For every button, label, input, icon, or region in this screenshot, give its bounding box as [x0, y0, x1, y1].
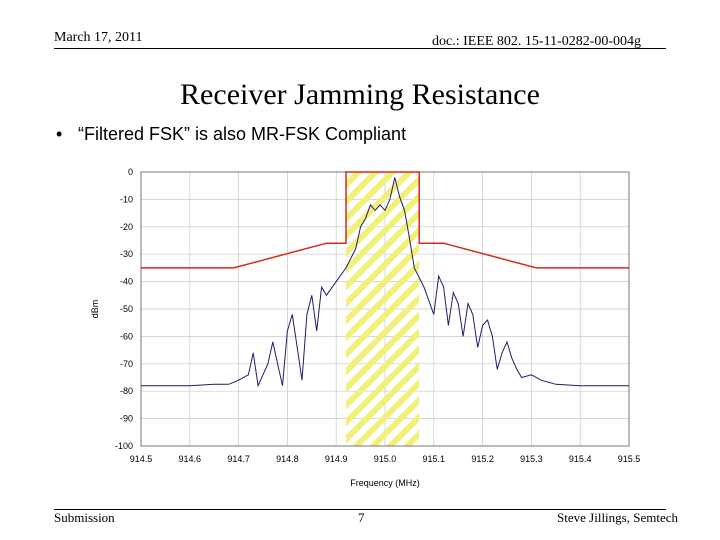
x-tick-label: 915.2 — [471, 454, 494, 464]
bullet-text: “Filtered FSK” is also MR-FSK Compliant — [78, 124, 407, 144]
x-tick-label: 914.9 — [325, 454, 348, 464]
x-tick-label: 914.5 — [130, 454, 153, 464]
x-tick-label: 915.3 — [520, 454, 543, 464]
slide-title: Receiver Jamming Resistance — [180, 78, 540, 111]
channel-highlight-band — [345, 172, 420, 446]
x-tick-label: 914.6 — [179, 454, 202, 464]
mask-line — [141, 171, 629, 269]
y-tick-label: -80 — [120, 386, 133, 396]
y-tick-label: -90 — [120, 414, 133, 424]
y-tick-label: -30 — [120, 249, 133, 259]
header-date: March 17, 2011 — [54, 30, 143, 45]
x-tick-label: 915.1 — [423, 454, 446, 464]
x-tick-label: 914.8 — [276, 454, 299, 464]
y-axis-label: dBm — [90, 300, 100, 319]
y-tick-label: -20 — [120, 222, 133, 232]
x-tick-label: 915.5 — [618, 454, 641, 464]
bullet-item: • “Filtered FSK” is also MR-FSK Compliant — [56, 124, 406, 145]
x-tick-label: 914.7 — [227, 454, 250, 464]
y-tick-label: -10 — [120, 194, 133, 204]
x-tick-label: 915.0 — [374, 454, 397, 464]
y-tick-label: -50 — [120, 304, 133, 314]
y-tick-label: -70 — [120, 359, 133, 369]
footer-submission: Submission — [54, 510, 115, 525]
y-tick-label: 0 — [128, 167, 133, 177]
footer-rule — [54, 509, 666, 510]
y-tick-label: -40 — [120, 277, 133, 287]
y-tick-label: -60 — [120, 331, 133, 341]
spectrum-line — [141, 177, 629, 388]
y-tick-label: -100 — [115, 441, 133, 451]
footer-author: Steve Jillings, Semtech — [557, 510, 678, 525]
x-tick-label: 915.4 — [569, 454, 592, 464]
footer-page-number: 7 — [358, 510, 365, 525]
header-doc-id: doc.: IEEE 802. 15-11-0282-00-004g — [432, 34, 642, 49]
x-axis-label: Frequency (MHz) — [350, 478, 420, 488]
bullet-dot: • — [56, 124, 63, 144]
spectrum-chart: 0 -10 -20 -30 -40 -50 -60 -70 -80 -90 -100 914.5 91… — [90, 167, 641, 488]
header-rule — [54, 48, 666, 49]
